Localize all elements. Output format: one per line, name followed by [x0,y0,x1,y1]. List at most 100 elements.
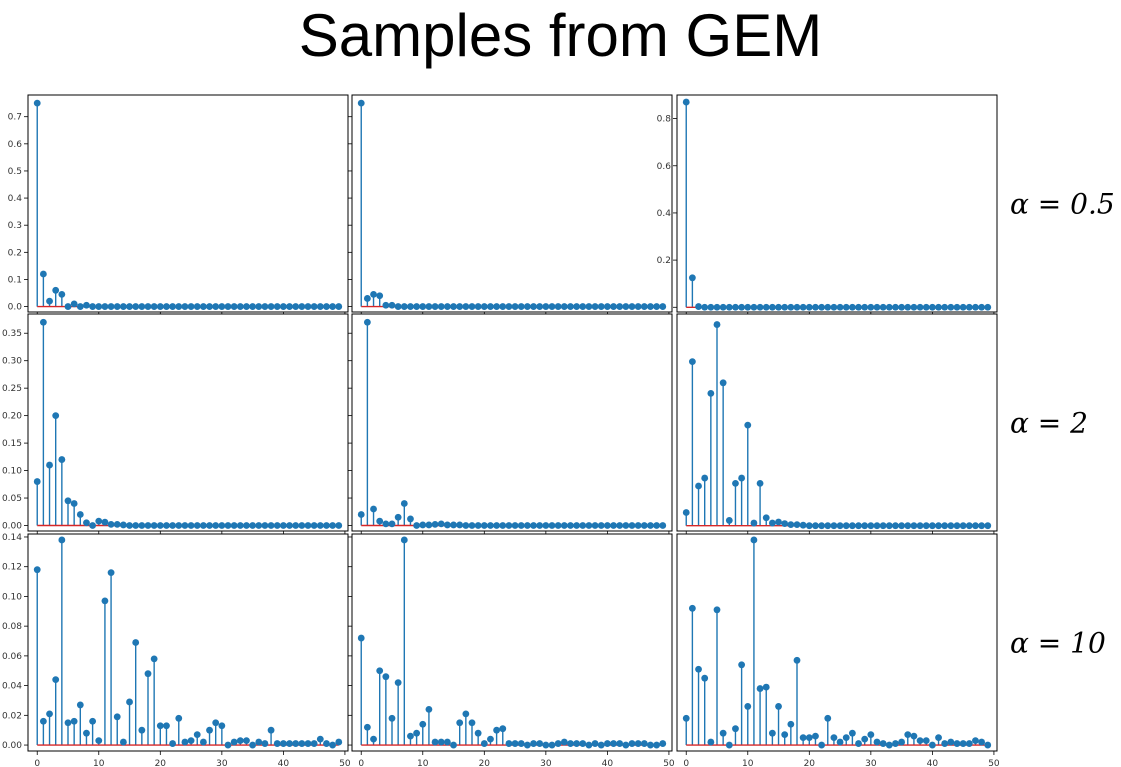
stem-marker [787,720,795,728]
stem-marker [505,522,513,529]
stem-marker [212,719,220,727]
stem-marker [273,303,281,310]
stem-marker [298,740,306,747]
y-tick-label: 0.2 [8,248,22,258]
stem-marker [688,274,696,282]
stem-marker [425,705,433,713]
stem-marker [719,729,727,737]
stem-marker [76,303,84,310]
stem-marker [941,740,949,747]
stem-marker [610,303,617,310]
stem-marker [413,303,421,310]
stem-marker [591,522,599,529]
stem-marker [616,522,624,529]
stem-marker [591,740,599,747]
stem-marker [493,303,501,310]
x-tick-label: 20 [804,759,816,767]
x-tick-label: 30 [216,759,228,767]
stem-marker [953,522,961,530]
stem-marker [873,303,881,311]
stem-marker [603,740,611,747]
stem-marker [922,737,930,744]
stem-marker [181,522,189,529]
stem-marker [744,421,752,429]
stem-marker [212,522,220,529]
stem-marker [953,303,961,311]
stem-marker [695,665,702,673]
stem-marker [230,738,238,746]
stem-marker [329,303,337,310]
stem-marker [517,303,525,310]
stem-marker [941,303,949,311]
stem-marker [181,303,189,310]
y-tick-label: 0.30 [2,357,22,367]
stem-marker [138,303,146,310]
y-tick-label: 0.5 [8,167,22,177]
stem-marker [928,303,936,311]
stem-marker [394,679,402,687]
x-tick-label: 50 [988,759,1000,767]
stem-marker [885,522,893,530]
stem-marker [659,740,667,747]
panel-r1-c1: 0.0 0.1 0.2 0.3 0.4 0.5 0.6 0.7 [8,94,349,316]
stem-marker [132,303,140,310]
stem-marker [193,303,201,310]
stem-marker [206,303,213,310]
stem-marker [119,521,127,529]
y-tick-label: 0.3 [8,221,22,231]
stem-marker [585,741,593,749]
stem-marker [898,303,906,311]
stem-marker [762,303,770,311]
stem-marker [218,522,226,529]
stem-marker [530,740,537,747]
stem-marker [947,303,955,311]
stem-marker [910,303,918,311]
x-tick-label: 10 [742,759,754,767]
y-tick-label: 0.4 [8,194,23,204]
stem-marker [928,741,936,749]
chart-title: Samples from GEM [298,2,823,69]
stem-marker [425,303,433,310]
stem-marker [647,303,654,310]
stem-marker [33,99,41,107]
y-tick-label: 0.05 [2,494,22,504]
stem-marker [536,522,544,529]
stem-marker [818,303,826,311]
stem-marker [879,740,887,747]
panel-r3-c2: 0 10 20 30 40 50 [348,533,675,767]
stem-marker [688,358,696,366]
y-tick-label: 0.25 [2,384,22,394]
stem-marker [892,740,899,747]
stem-marker [394,513,402,521]
stem-marker [249,522,257,529]
stem-marker [585,303,593,310]
stem-marker [199,522,207,529]
stem-marker [46,461,53,469]
stem-marker [255,738,263,746]
y-tick-label: 0.4 [657,209,672,219]
stem-marker [867,303,875,311]
stem-marker [89,522,97,529]
stem-marker [560,522,568,529]
stem-marker [959,522,967,530]
stem-marker [640,303,648,310]
stem-marker [953,740,961,747]
stem-marker [935,303,942,311]
stem-marker [33,566,41,574]
y-tick-label: 0.7 [8,113,22,123]
x-tick-label: 20 [155,759,167,767]
stem-marker [292,303,300,310]
stem-marker [456,521,464,529]
stem-marker [394,303,402,310]
stem-marker [407,732,414,740]
stem-marker [150,655,158,663]
stem-marker [230,303,238,310]
stem-marker [304,740,312,747]
x-tick-label: 10 [93,759,105,767]
stem-marker [861,303,869,311]
stem-marker [781,520,789,527]
stem-marker [542,741,550,749]
stem-marker [984,741,992,749]
stem-marker [848,303,856,311]
stem-marker [323,303,330,310]
